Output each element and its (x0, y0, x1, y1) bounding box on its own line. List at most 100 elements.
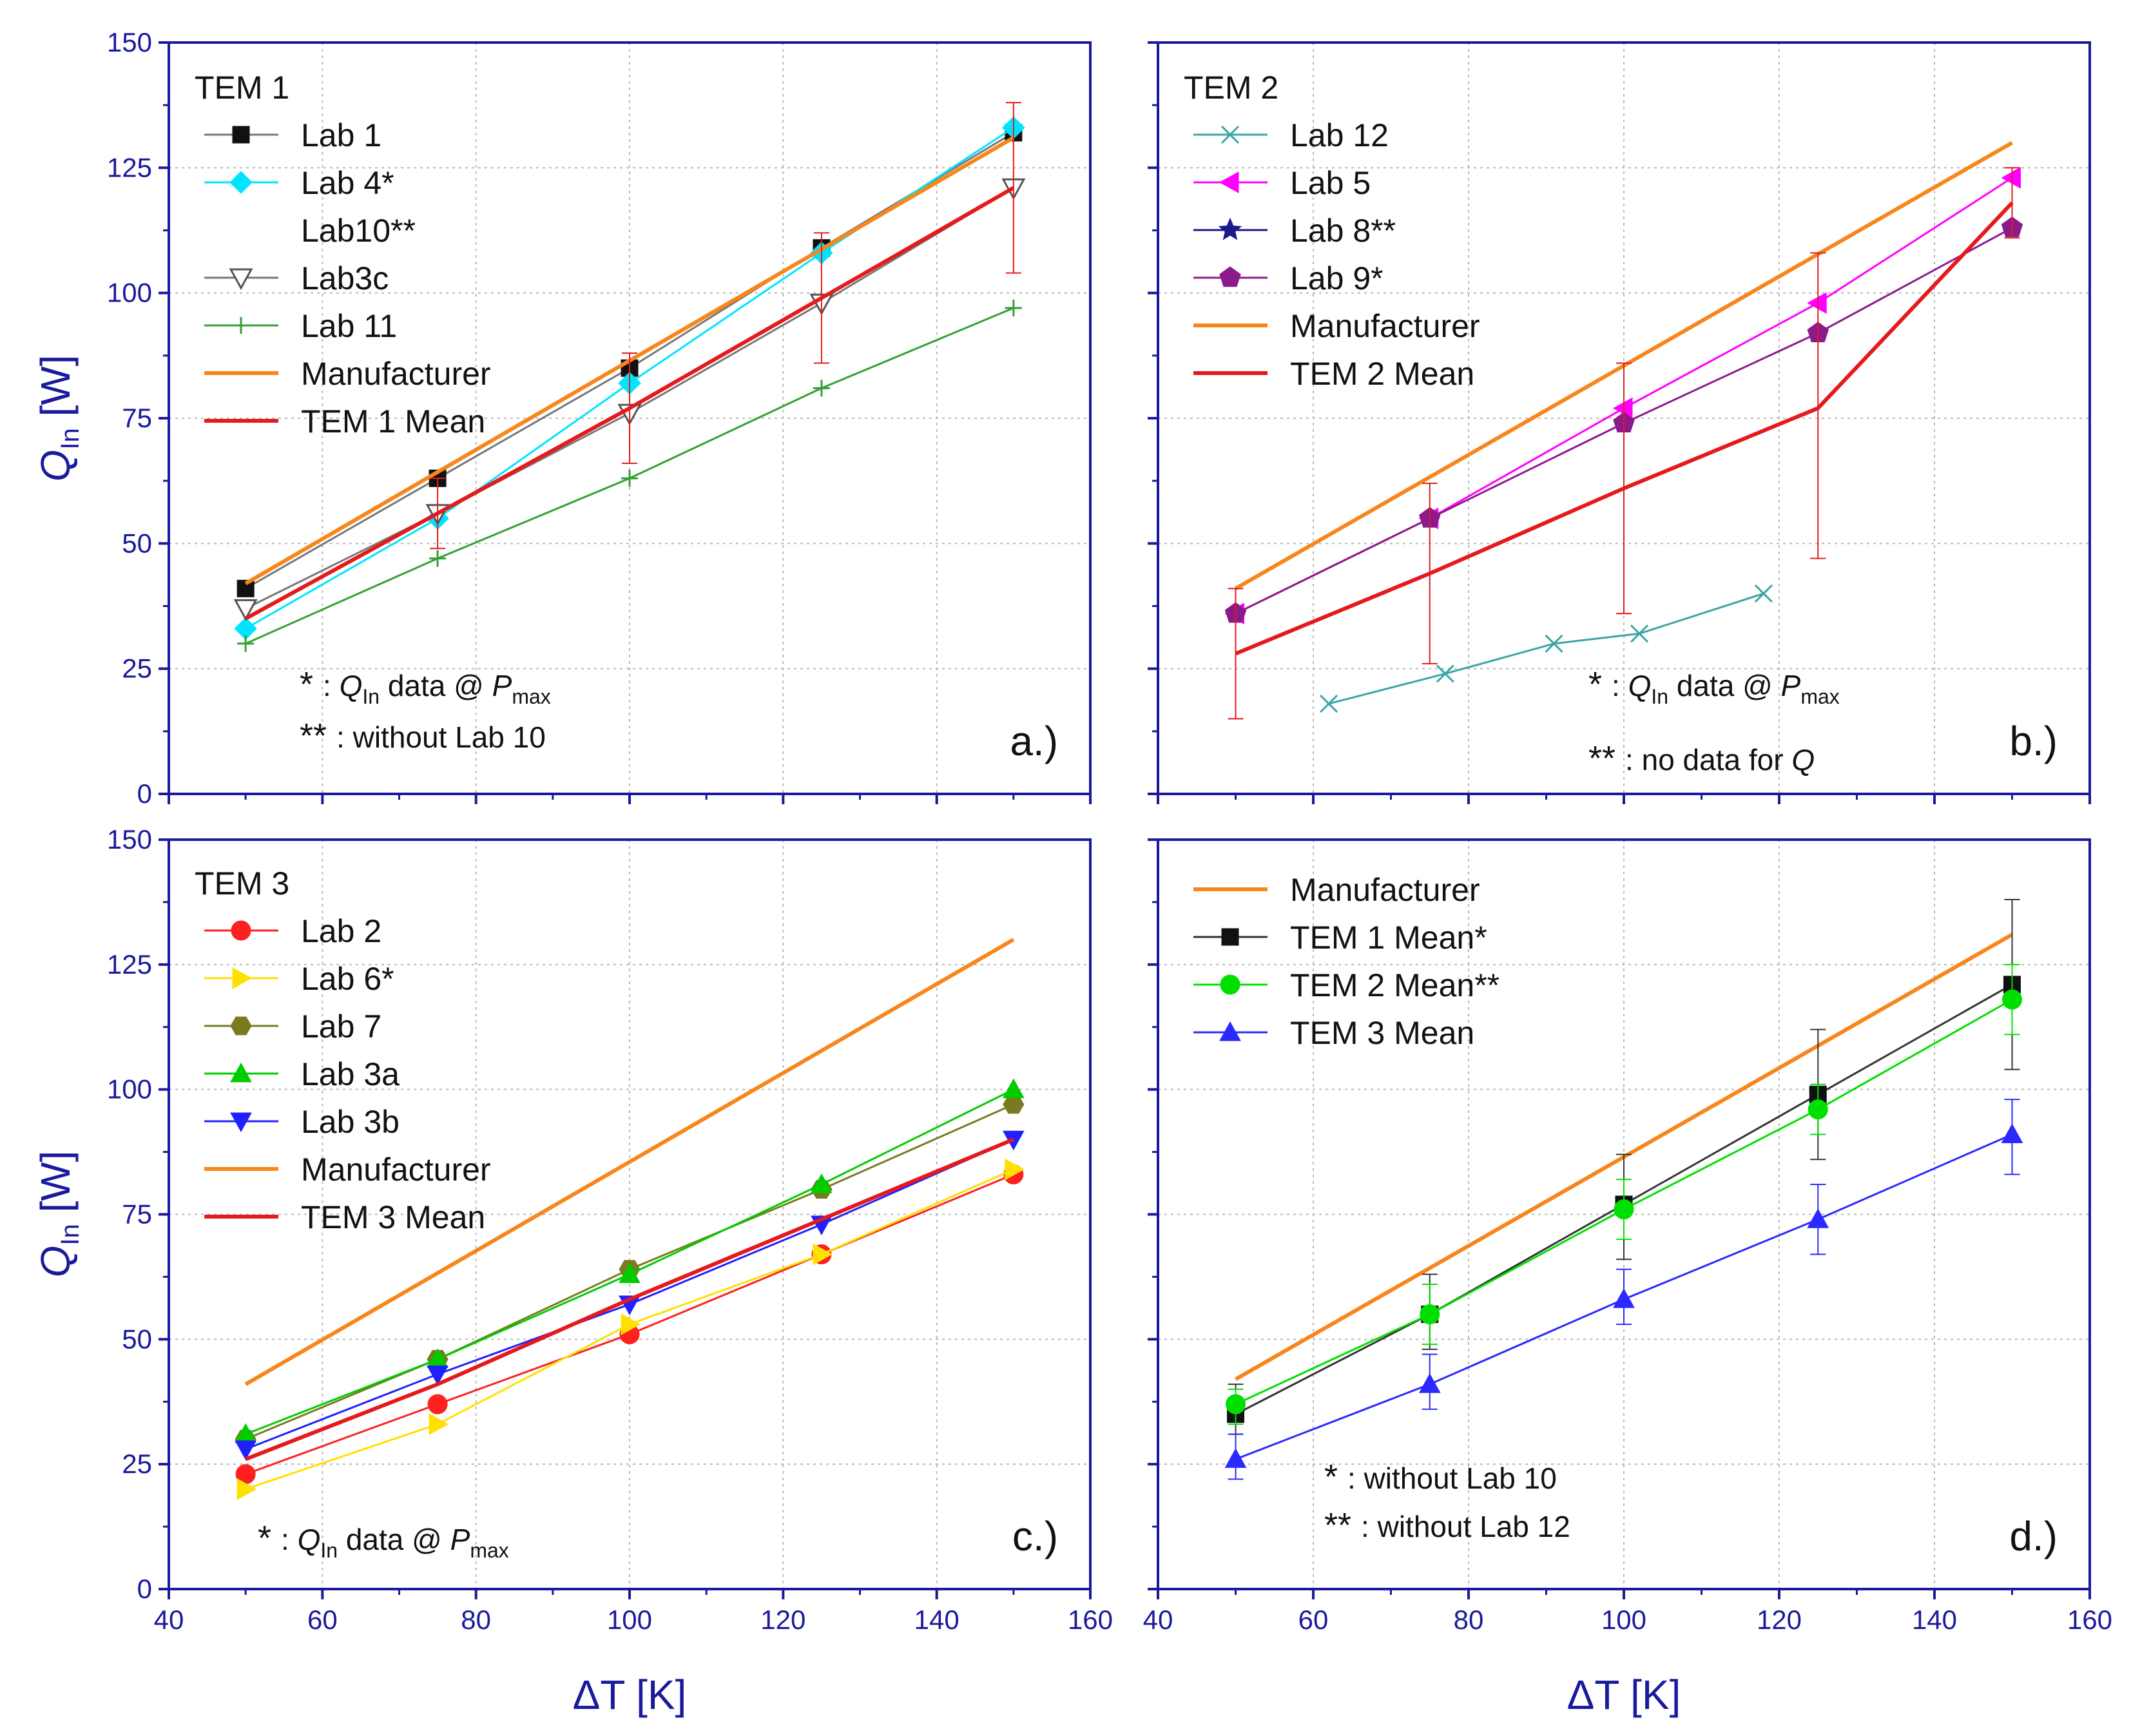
y-tick-label: 25 (122, 653, 152, 684)
legend-marker (233, 317, 249, 334)
data-point (813, 1243, 833, 1266)
y-axis-title-top: QIn [W] (32, 355, 84, 482)
data-point (233, 599, 258, 621)
data-point (236, 1478, 257, 1500)
y-tick-label: 100 (107, 1074, 152, 1104)
y-tick-label: 25 (122, 1449, 152, 1479)
data-point (1005, 1158, 1025, 1181)
x-tick-label: 120 (760, 1605, 805, 1635)
legend-label: Manufacturer (1290, 872, 1480, 908)
x-tick-label: 60 (1298, 1605, 1329, 1635)
x-tick-label: 160 (1068, 1605, 1113, 1635)
legend-label: Lab 9* (1290, 260, 1384, 296)
footnote-a-0: * : QIn data @ Pmax (300, 665, 551, 708)
data-point (429, 550, 447, 567)
legend-label: Lab 1 (301, 117, 381, 153)
data-point (235, 1440, 257, 1460)
legend-label: Manufacturer (301, 356, 491, 392)
y-tick-label: 50 (122, 528, 152, 558)
panel-d: 40 60 80 100 120 140 160 Manufacturer TEM 1 Mean… (1143, 838, 2112, 1635)
legend-label: Lab 11 (301, 308, 397, 344)
footnote-d-0: * : without Lab 10 (1324, 1458, 1557, 1496)
legend-label: TEM 2 Mean (1290, 356, 1474, 392)
legend-label: TEM 2 Mean** (1290, 967, 1499, 1003)
data-point (1005, 299, 1022, 316)
data-point (619, 1263, 641, 1284)
legend-label: Manufacturer (301, 1152, 491, 1188)
legend-label: TEM 3 Mean (301, 1199, 485, 1235)
data-point (621, 1313, 641, 1335)
data-point (1002, 1078, 1025, 1099)
data-point (427, 1394, 448, 1414)
x-tick-label: 140 (1912, 1605, 1957, 1635)
legend-marker (230, 1062, 252, 1083)
x-tick-label: 80 (461, 1605, 491, 1635)
series-line-tem-3-mean (245, 1137, 1014, 1461)
data-point (813, 380, 830, 397)
data-point (237, 635, 255, 652)
y-tick-label: 150 (107, 824, 152, 854)
y-tick-label: 50 (122, 1324, 152, 1354)
x-tick-label: 100 (607, 1605, 652, 1635)
data-point (1420, 1304, 1440, 1325)
data-point (1224, 1448, 1247, 1468)
panel-label: c.) (1012, 1513, 1058, 1559)
series-line-manufacturer (244, 938, 1015, 1386)
x-axis-title-left: ΔT [K] (573, 1672, 687, 1718)
data-point (811, 1173, 833, 1193)
data-point (1226, 1394, 1246, 1414)
x-tick-label: 140 (914, 1605, 959, 1635)
y-tick-label: 0 (137, 778, 152, 809)
legend-marker (232, 126, 250, 144)
legend-title: TEM 3 (195, 865, 289, 902)
data-point (1807, 1208, 1829, 1228)
data-point (1630, 624, 1649, 643)
legend-label: Lab 4* (301, 165, 394, 201)
legend-label: Lab10** (301, 213, 416, 249)
legend-marker (231, 920, 251, 941)
legend-marker (1219, 266, 1241, 287)
legend-label: Lab 3a (301, 1056, 400, 1092)
panel-c: 40 60 80 100 120 140 160 0 25 50 75 100 125 150 TEM 3 L… (107, 824, 1113, 1635)
y-tick-label: 0 (137, 1574, 152, 1604)
legend-marker (232, 967, 253, 989)
legend-marker (230, 1016, 252, 1036)
panel-label: b.) (2009, 718, 2058, 764)
data-point (1003, 1095, 1025, 1114)
legend-label: TEM 1 Mean (301, 403, 485, 439)
legend-label: Lab 6* (301, 961, 394, 997)
legend-marker (1219, 1021, 1241, 1041)
panel-label: a.) (1010, 718, 1058, 764)
footnote-b-1: ** : no data for Q (1588, 739, 1815, 778)
x-axis-titles: ΔT [K] ΔT [K] (573, 1672, 1681, 1718)
legend-marker (1220, 974, 1240, 995)
legend-label: Lab 5 (1290, 165, 1371, 201)
y-tick-label: 125 (107, 152, 152, 182)
footnote-b-0: * : QIn data @ Pmax (1588, 665, 1840, 708)
panel-a: 0 25 50 75 100 125 150 TEM 1 Lab 1 Lab 4* Lab10** L… (107, 27, 1092, 809)
legend-title: TEM 1 (195, 70, 289, 106)
x-tick-label: 160 (2067, 1605, 2112, 1635)
x-tick-label: 40 (1143, 1605, 1173, 1635)
legend-label: Lab3c (301, 260, 389, 296)
panel-b: TEM 2 Lab 12 Lab 5 Lab 8** Lab 9* Manufacture… (1148, 41, 2091, 804)
data-point (2001, 167, 2021, 189)
legend-label: Lab 8** (1290, 213, 1396, 249)
data-point (1418, 1373, 1441, 1393)
y-tick-label: 150 (107, 27, 152, 57)
y-axis-title-bottom: QIn [W] (32, 1151, 84, 1278)
footnote-d-1: ** : without Lab 12 (1324, 1506, 1570, 1545)
data-point (1613, 1288, 1635, 1308)
legend-label: TEM 1 Mean* (1290, 920, 1487, 956)
y-tick-label: 75 (122, 403, 152, 433)
data-point (1320, 695, 1338, 713)
x-tick-label: 120 (1757, 1605, 1802, 1635)
legend-marker (229, 171, 253, 194)
y-tick-label: 75 (122, 1199, 152, 1230)
data-point (2002, 989, 2022, 1010)
legend-label: Lab 3b (301, 1104, 400, 1140)
data-point (1808, 1099, 1828, 1120)
data-point (429, 1413, 449, 1435)
legend-marker (1220, 125, 1240, 144)
data-point (2001, 1123, 2023, 1143)
